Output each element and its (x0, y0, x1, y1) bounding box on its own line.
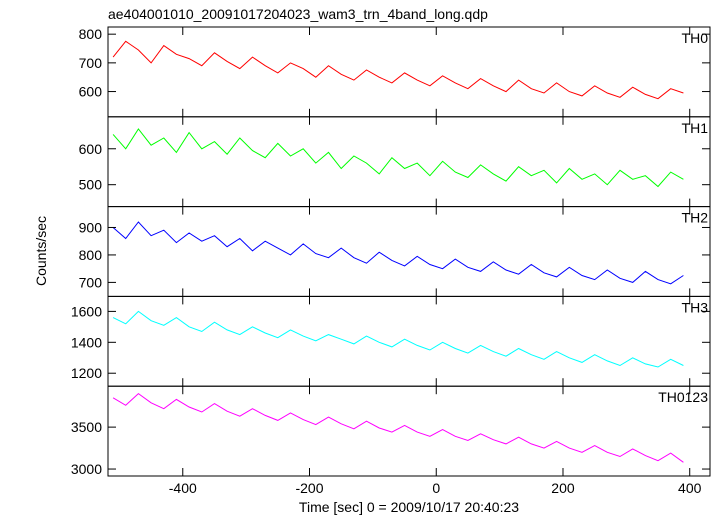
y-tick-label: 700 (79, 55, 103, 71)
panel-frame (107, 206, 711, 297)
y-tick-label: 600 (79, 84, 103, 100)
panel-label: TH3 (682, 299, 709, 315)
x-tick-label: 200 (551, 480, 575, 496)
x-axis-label: Time [sec] 0 = 2009/10/17 20:40:23 (299, 499, 519, 515)
series-line (112, 221, 684, 285)
panel-frame (107, 385, 711, 477)
y-tick-label: 800 (79, 247, 103, 263)
panel-frame (107, 26, 711, 118)
y-tick-label: 700 (79, 274, 103, 290)
panel-label: TH1 (682, 120, 709, 136)
x-tick-label: -200 (295, 480, 323, 496)
panel-label: TH0123 (658, 389, 708, 405)
y-tick-label: 3500 (71, 419, 102, 435)
y-tick-label: 1200 (71, 365, 102, 381)
series-line (112, 392, 684, 463)
series-line (112, 128, 684, 188)
series-line (112, 40, 684, 100)
y-tick-label: 500 (79, 177, 103, 193)
y-tick-label: 1600 (71, 303, 102, 319)
x-tick-label: 400 (678, 480, 702, 496)
y-tick-label: 800 (79, 26, 103, 42)
x-tick-label: -400 (169, 480, 197, 496)
x-tick-label: 0 (432, 480, 440, 496)
panel-label: TH0 (682, 30, 709, 46)
y-axis-label: Counts/sec (33, 216, 49, 286)
chart-title: ae404001010_20091017204023_wam3_trn_4ban… (108, 6, 488, 22)
panel-label: TH2 (682, 210, 709, 226)
y-tick-label: 3000 (71, 461, 102, 477)
series-line (112, 310, 684, 368)
y-tick-label: 600 (79, 141, 103, 157)
y-tick-label: 1400 (71, 334, 102, 350)
panel-frame (107, 116, 711, 208)
y-tick-label: 900 (79, 219, 103, 235)
